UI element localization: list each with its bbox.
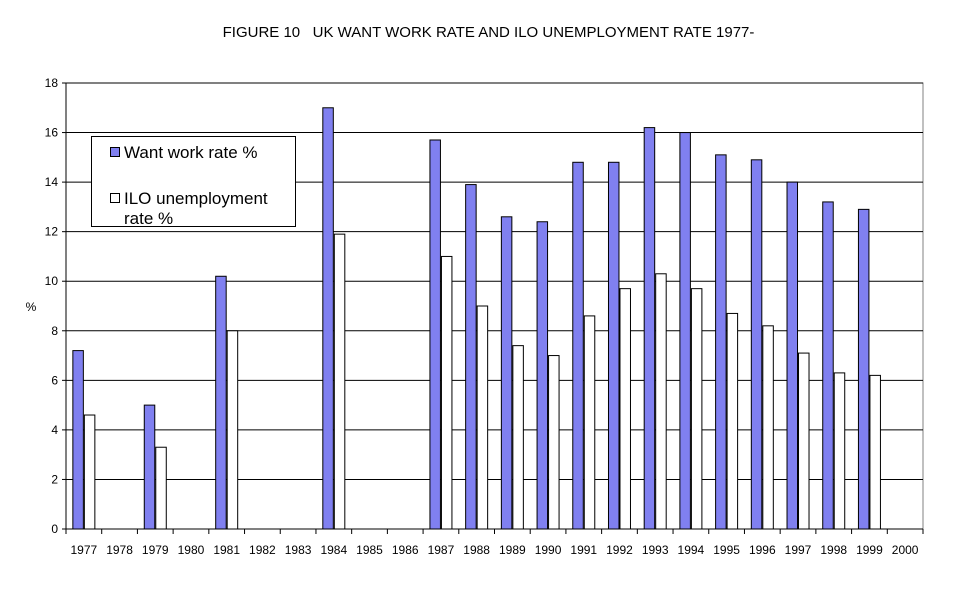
x-tick-label-1982: 1982 — [249, 543, 276, 557]
bar-ilo-1991 — [583, 315, 596, 530]
x-tick-label-1985: 1985 — [356, 543, 383, 557]
x-tick-label-1987: 1987 — [428, 543, 455, 557]
bar-want-work-1994 — [679, 132, 691, 530]
bar-ilo-1999 — [869, 374, 881, 530]
bar-want-work-1989 — [500, 216, 513, 530]
bar-ilo-1979 — [155, 446, 167, 530]
bar-want-work-1995 — [715, 154, 727, 530]
y-tick-label-10: 10 — [45, 274, 59, 288]
x-tick-label-1977: 1977 — [71, 543, 98, 557]
legend-label-ilo: ILO unemployment rate % — [124, 189, 268, 228]
bar-want-work-1977 — [72, 350, 84, 530]
x-tick-label-1980: 1980 — [178, 543, 205, 557]
bar-ilo-1984 — [333, 233, 346, 530]
bar-ilo-1994 — [690, 288, 703, 530]
legend-item-want-work: Want work rate % — [110, 143, 258, 163]
bar-ilo-1997 — [798, 352, 810, 530]
axes: 0 2 4 6 8 10 12 14 16 18 1977 1978 1979 1980 1981 1982 1… — [45, 76, 924, 557]
bar-want-work-1988 — [465, 184, 477, 530]
y-axis-label: % — [26, 300, 37, 314]
bar-want-work-1984 — [322, 107, 334, 530]
bar-ilo-1996 — [762, 325, 774, 530]
bar-ilo-1995 — [726, 312, 739, 530]
x-tick-label-1989: 1989 — [499, 543, 526, 557]
x-tick-label-1996: 1996 — [749, 543, 776, 557]
bar-want-work-1992 — [607, 161, 620, 530]
x-tick-label-1991: 1991 — [570, 543, 597, 557]
y-tick-label-6: 6 — [51, 373, 58, 387]
y-tick-label-18: 18 — [45, 76, 59, 90]
x-tick-label-1981: 1981 — [213, 543, 240, 557]
y-tick-label-12: 12 — [45, 225, 59, 239]
x-tick-label-2000: 2000 — [892, 543, 919, 557]
x-tick-label-1999: 1999 — [856, 543, 883, 557]
bar-ilo-1998 — [833, 372, 846, 530]
bar-want-work-1998 — [822, 201, 834, 530]
bar-want-work-1999 — [857, 208, 870, 530]
x-tick-label-1984: 1984 — [320, 543, 347, 557]
x-tick-label-1993: 1993 — [642, 543, 669, 557]
gridlines — [65, 82, 924, 530]
x-tick-label-1978: 1978 — [106, 543, 133, 557]
x-tick-label-1979: 1979 — [142, 543, 169, 557]
bar-want-work-1996 — [750, 159, 763, 530]
x-tick-label-1990: 1990 — [535, 543, 562, 557]
y-tick-label-2: 2 — [51, 472, 58, 486]
y-tick-label-16: 16 — [45, 126, 59, 140]
y-tick-label-14: 14 — [45, 175, 59, 189]
legend-item-ilo: ILO unemployment rate % — [110, 189, 290, 229]
x-tick-label-1983: 1983 — [285, 543, 312, 557]
x-tick-label-1997: 1997 — [785, 543, 812, 557]
legend: Want work rate % ILO unemployment rate % — [91, 136, 296, 229]
x-tick-label-1998: 1998 — [820, 543, 847, 557]
bar-want-work-1981 — [215, 275, 227, 530]
bar-ilo-1977 — [83, 414, 96, 530]
legend-label-want-work: Want work rate % — [124, 143, 258, 162]
bar-ilo-1990 — [548, 355, 560, 530]
x-tick-label-1992: 1992 — [606, 543, 633, 557]
bar-ilo-1981 — [226, 330, 239, 530]
bar-want-work-1979 — [143, 404, 156, 530]
x-tick-label-1994: 1994 — [678, 543, 705, 557]
bar-ilo-1993 — [655, 273, 667, 530]
bar-want-work-1990 — [536, 221, 549, 530]
bar-want-work-1991 — [572, 161, 584, 530]
bars — [72, 107, 881, 530]
y-tick-label-8: 8 — [51, 324, 58, 338]
y-tick-label-0: 0 — [51, 522, 58, 536]
x-tick-label-1986: 1986 — [392, 543, 419, 557]
bar-ilo-1988 — [476, 305, 489, 530]
bar-ilo-1987 — [440, 255, 453, 530]
bar-ilo-1992 — [619, 288, 631, 530]
x-tick-label-1995: 1995 — [713, 543, 740, 557]
x-tick-label-1988: 1988 — [463, 543, 490, 557]
bar-want-work-1993 — [643, 127, 656, 530]
bar-want-work-1987 — [429, 139, 441, 530]
legend-swatch-ilo — [110, 193, 120, 203]
legend-swatch-want-work — [110, 147, 120, 157]
bar-want-work-1997 — [786, 181, 799, 530]
chart-title: FIGURE 10 UK WANT WORK RATE AND ILO UNEM… — [222, 24, 755, 41]
y-tick-label-4: 4 — [51, 423, 58, 437]
bar-ilo-1989 — [512, 345, 524, 530]
